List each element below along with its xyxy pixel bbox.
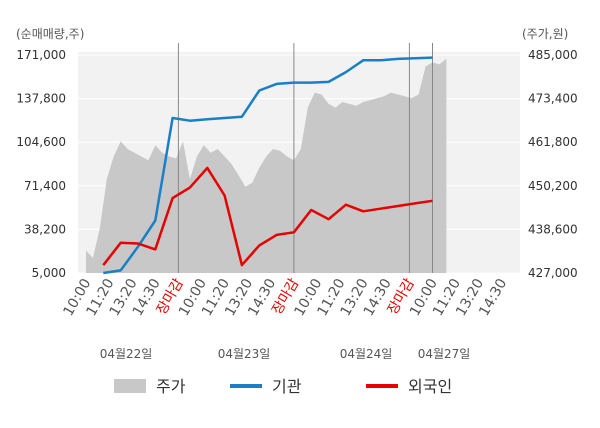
legend-swatch [230,384,262,388]
right-tick-label: 473,400 [528,92,578,106]
series-area-price [86,58,447,273]
date-label: 04월24일 [340,347,393,361]
legend-label: 기관 [272,377,302,396]
right-tick-label: 438,600 [528,222,578,236]
right-tick-label: 427,000 [528,266,578,280]
right-axis-unit: (주가,원) [522,27,568,41]
left-tick-label: 5,000 [32,266,66,280]
left-tick-label: 38,200 [24,222,66,236]
date-label-layer: 04월22일 04월23일 04월24일 04월27일 [100,347,471,361]
session-divider-layer [177,43,433,273]
left-tick-label: 104,600 [16,135,66,149]
left-tick-label: 71,400 [24,179,66,193]
series-line-layer [102,56,433,275]
date-label: 04월27일 [418,347,471,361]
legend-swatch [366,384,398,388]
left-axis-unit: (순매매량,주) [16,27,84,41]
date-label: 04월22일 [100,347,153,361]
legend: 주가 기관 외국인 [114,377,452,396]
right-tick-label: 450,200 [528,179,578,193]
right-tick-label: 485,000 [528,48,578,62]
legend-label: 외국인 [408,377,452,396]
legend-label: 주가 [156,377,186,396]
price-area-layer [86,58,447,273]
left-tick-label: 137,800 [16,92,66,106]
series-line-1 [102,166,433,267]
date-label: 04월23일 [218,347,271,361]
x-tick-layer: 10:0011:2013:2014:30장마감10:0011:2013:2014… [60,276,510,319]
right-tick-label: 461,800 [528,135,578,149]
y-tick-layer: 171,000 137,800 104,600 71,400 38,200 5,000 48… [16,48,577,280]
series-line-0 [103,56,433,275]
left-tick-label: 171,000 [16,48,66,62]
legend-swatch [114,379,146,393]
